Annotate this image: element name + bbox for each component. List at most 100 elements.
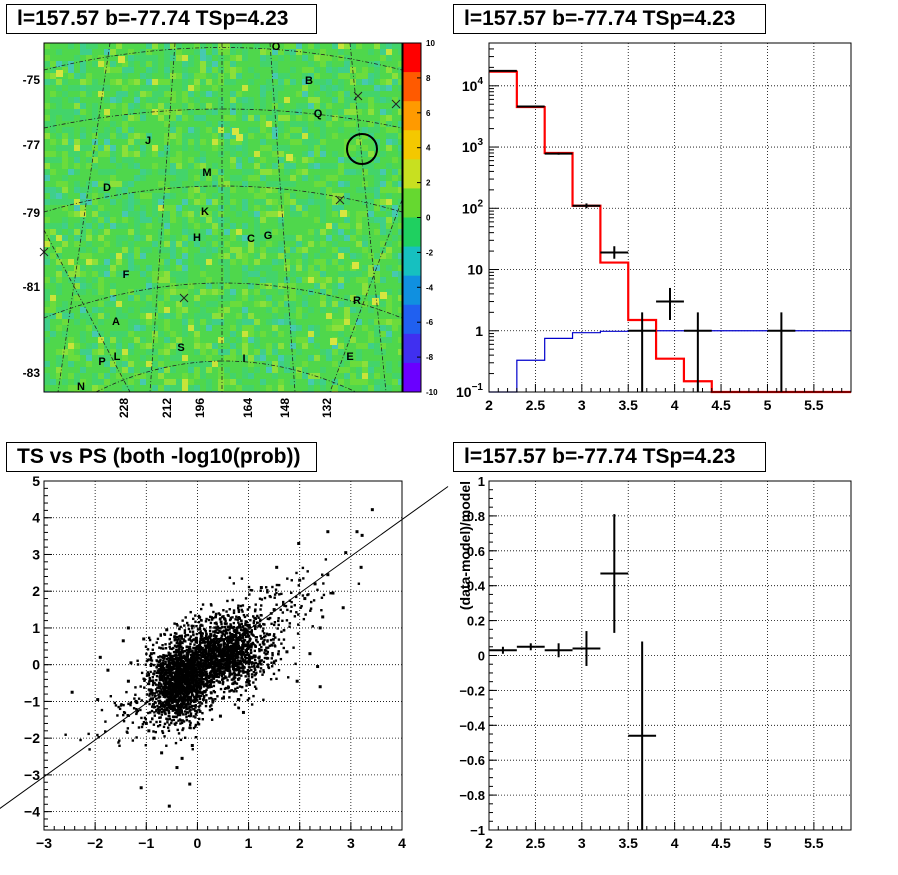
map-pixel <box>146 223 152 229</box>
map-pixel <box>386 193 392 199</box>
map-pixel <box>242 67 248 73</box>
map-pixel <box>326 115 332 121</box>
map-pixel <box>212 199 218 205</box>
map-pixel <box>356 337 362 343</box>
map-pixel <box>224 325 230 331</box>
map-pixel <box>200 271 206 277</box>
map-pixel <box>50 235 56 241</box>
map-pixel <box>338 181 344 187</box>
map-pixel <box>242 205 248 211</box>
map-pixel <box>68 205 74 211</box>
map-pixel <box>344 277 350 283</box>
scatter-point <box>162 653 165 657</box>
map-pixel <box>92 337 98 343</box>
map-pixel <box>392 163 398 169</box>
map-pixel <box>158 145 164 151</box>
map-pixel <box>386 247 392 253</box>
map-pixel <box>128 97 134 103</box>
map-pixel <box>200 361 206 367</box>
map-pixel <box>140 211 146 217</box>
map-pixel <box>272 229 278 235</box>
map-pixel <box>296 277 302 283</box>
map-pixel <box>68 157 74 163</box>
scatter-point <box>165 707 169 710</box>
map-pixel <box>218 85 224 91</box>
map-pixel <box>290 139 296 145</box>
map-pixel <box>104 319 110 325</box>
map-pixel <box>254 151 260 157</box>
map-pixel <box>50 385 56 391</box>
map-pixel <box>92 211 98 217</box>
map-pixel <box>278 145 284 151</box>
map-pixel <box>176 343 182 349</box>
map-pixel <box>128 49 134 55</box>
map-pixel <box>218 301 224 307</box>
map-pixel <box>68 313 74 319</box>
colorbar-tick-label: 4 <box>426 144 431 153</box>
scatter-point <box>167 696 170 699</box>
map-pixel <box>200 85 206 91</box>
map-pixel <box>80 289 86 295</box>
map-pixel <box>122 175 128 181</box>
map-pixel <box>104 139 110 145</box>
map-pixel <box>182 385 188 391</box>
map-pixel <box>248 169 254 175</box>
map-pixel <box>308 55 314 61</box>
source-label: D <box>103 182 111 194</box>
map-pixel <box>230 61 236 67</box>
scatter-point <box>182 697 185 700</box>
map-pixel <box>284 211 290 217</box>
map-pixel <box>164 211 170 217</box>
map-pixel <box>182 229 188 235</box>
map-pixel <box>188 103 194 109</box>
map-pixel <box>194 193 200 199</box>
map-pixel <box>182 271 188 277</box>
map-pixel <box>98 349 104 355</box>
map-pixel <box>152 229 158 235</box>
map-pixel <box>80 169 86 175</box>
map-pixel <box>164 163 170 169</box>
map-pixel <box>266 193 272 199</box>
scatter-point <box>198 687 201 691</box>
map-pixel <box>356 181 362 187</box>
map-pixel <box>266 271 272 277</box>
map-pixel <box>92 115 98 121</box>
map-pixel <box>260 385 266 391</box>
map-pixel <box>326 229 332 235</box>
map-pixel <box>338 127 344 133</box>
map-pixel <box>224 49 230 55</box>
map-pixel <box>140 127 146 133</box>
map-pixel <box>80 229 86 235</box>
map-pixel <box>56 139 62 145</box>
map-pixel <box>116 223 122 229</box>
map-pixel <box>248 103 254 109</box>
map-pixel <box>362 139 368 145</box>
map-pixel <box>200 355 206 361</box>
map-pixel <box>368 79 374 85</box>
map-pixel <box>68 49 74 55</box>
map-pixel <box>332 175 338 181</box>
map-pixel <box>380 205 386 211</box>
map-pixel <box>254 61 260 67</box>
map-pixel <box>164 115 170 121</box>
map-pixel <box>266 301 272 307</box>
map-pixel <box>314 115 320 121</box>
map-pixel <box>230 259 236 265</box>
map-pixel <box>254 145 260 151</box>
map-pixel <box>326 349 332 355</box>
map-pixel <box>170 139 176 145</box>
map-pixel <box>122 331 128 337</box>
map-pixel <box>182 97 188 103</box>
map-pixel <box>356 97 362 103</box>
map-pixel <box>44 325 50 331</box>
map-pixel <box>128 151 134 157</box>
map-pixel <box>110 223 116 229</box>
scatter-point <box>192 726 196 730</box>
map-pixel <box>194 385 200 391</box>
map-pixel <box>368 43 374 49</box>
scatter-point <box>201 711 204 715</box>
map-pixel <box>128 235 134 241</box>
map-pixel <box>230 181 236 187</box>
map-pixel <box>206 163 212 169</box>
map-pixel <box>296 307 302 313</box>
